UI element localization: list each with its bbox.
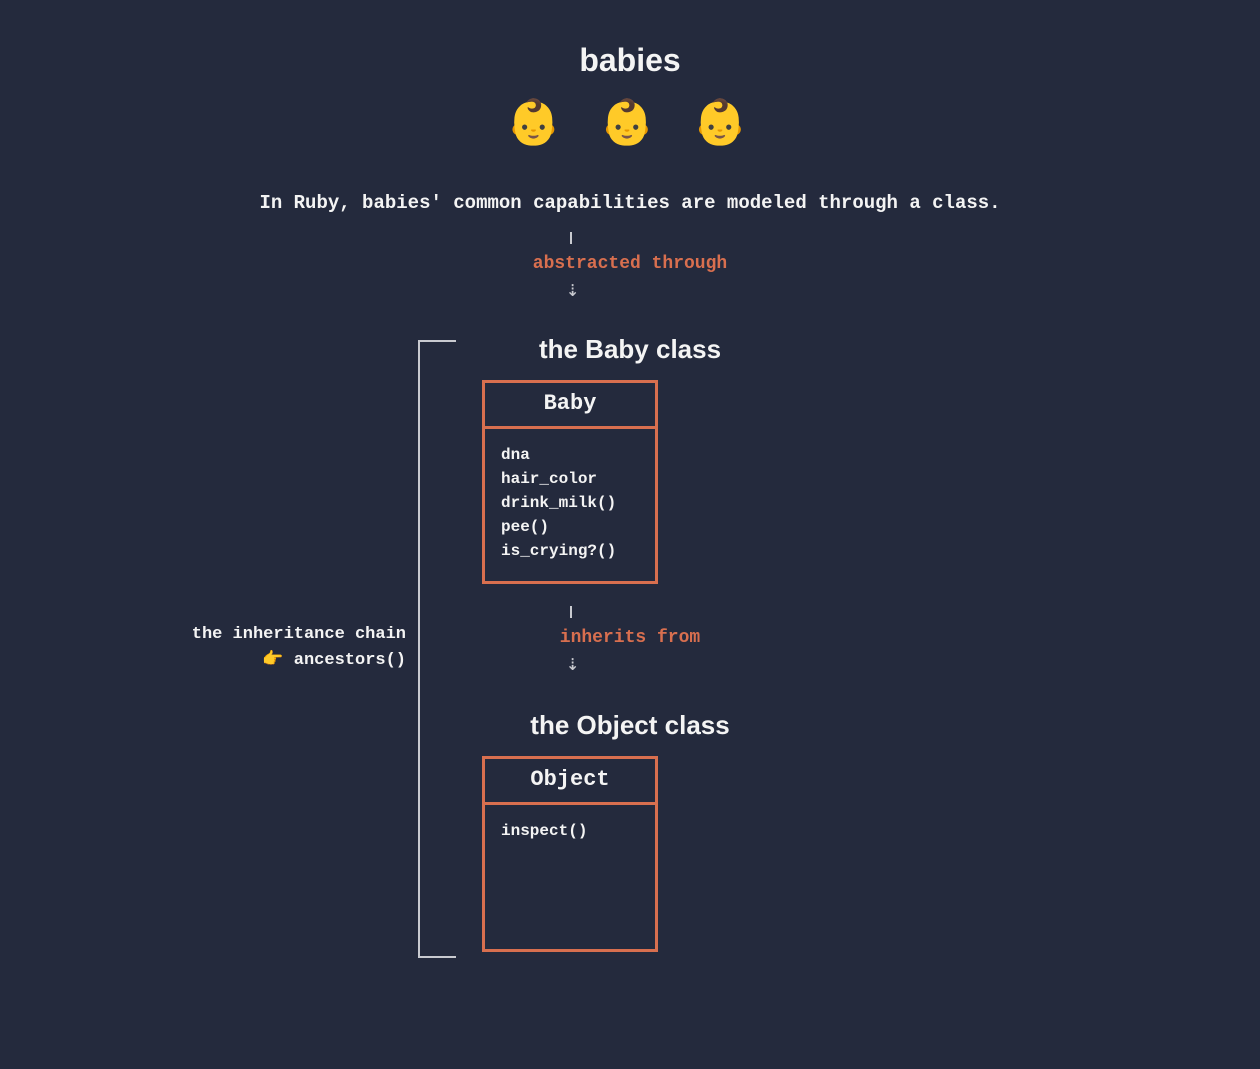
- class-member: pee(): [501, 515, 639, 539]
- class-member: inspect(): [501, 819, 639, 843]
- object-class-box: Object inspect(): [482, 756, 658, 952]
- object-class-name: Object: [485, 759, 655, 805]
- class-member: drink_milk(): [501, 491, 639, 515]
- object-class-members: inspect(): [485, 805, 655, 857]
- baby-class-name: Baby: [485, 383, 655, 429]
- subtitle: In Ruby, babies' common capabilities are…: [0, 192, 1260, 214]
- object-class-heading: the Object class: [0, 710, 1260, 741]
- arrow-down-icon: ⇣: [566, 654, 579, 676]
- connector-tick-1: [570, 232, 572, 244]
- baby-class-members: dnahair_colordrink_milk()pee()is_crying?…: [485, 429, 655, 577]
- baby-class-heading: the Baby class: [0, 334, 1260, 365]
- baby-emoji-row: 👶 👶 👶: [0, 96, 1260, 151]
- inheritance-bracket-segment: [418, 340, 420, 958]
- arrow-down-icon: ⇣: [566, 280, 579, 302]
- baby-class-box: Baby dnahair_colordrink_milk()pee()is_cr…: [482, 380, 658, 584]
- inheritance-bracket-segment: [418, 340, 456, 342]
- class-member: hair_color: [501, 467, 639, 491]
- connector-label-abstracted: abstracted through: [0, 254, 1260, 274]
- pointing-hand-icon: 👉: [262, 651, 283, 670]
- inheritance-bracket-segment: [418, 956, 456, 958]
- connector-tick-2: [570, 606, 572, 618]
- inheritance-chain-label: the inheritance chain 👉 ancestors(): [146, 622, 406, 673]
- class-member: is_crying?(): [501, 539, 639, 563]
- page-title: babies: [0, 42, 1260, 79]
- inheritance-chain-title: the inheritance chain: [146, 622, 406, 648]
- ancestors-method: ancestors(): [294, 651, 406, 670]
- class-member: dna: [501, 443, 639, 467]
